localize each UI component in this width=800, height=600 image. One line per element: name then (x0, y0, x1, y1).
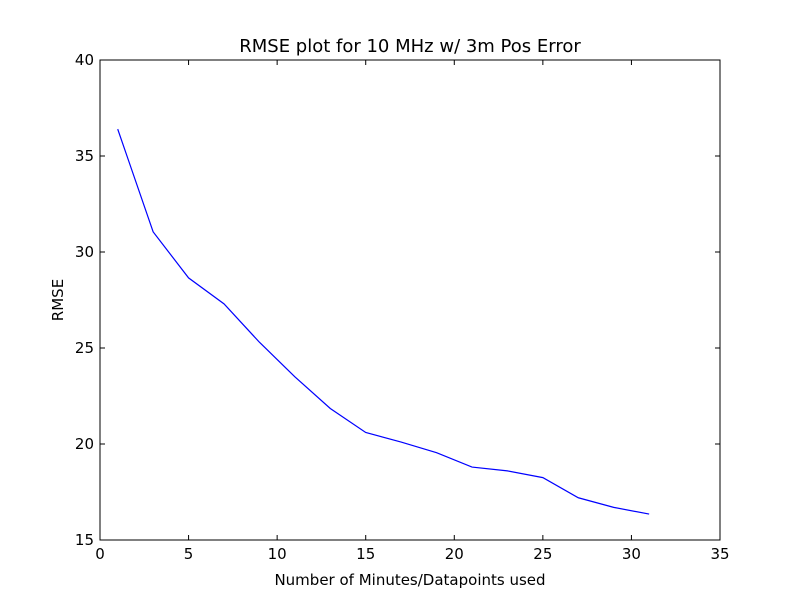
y-axis-title: RMSE (49, 279, 67, 321)
axis-tick-labels: 0 5 10 15 20 25 30 35 15 20 25 30 35 40 (75, 51, 730, 563)
y-tick-label: 40 (75, 51, 94, 69)
x-tick-label: 5 (184, 545, 194, 563)
x-tick-label: 30 (622, 545, 641, 563)
x-tick-label: 10 (268, 545, 287, 563)
y-tick-label: 20 (75, 435, 94, 453)
x-axis-title: Number of Minutes/Datapoints used (274, 571, 545, 589)
y-tick-label: 25 (75, 339, 94, 357)
x-tick-label: 25 (533, 545, 552, 563)
series-group (117, 128, 650, 515)
chart-title: RMSE plot for 10 MHz w/ 3m Pos Error (239, 36, 581, 57)
x-tick-label: 0 (95, 545, 105, 563)
rmse-series-line (117, 128, 650, 515)
y-tick-label: 15 (75, 531, 94, 549)
x-tick-label: 35 (710, 545, 729, 563)
plot-frame (99, 59, 721, 541)
x-tick-label: 15 (356, 545, 375, 563)
x-tick-label: 20 (445, 545, 464, 563)
y-tick-label: 30 (75, 243, 94, 261)
y-tick-label: 35 (75, 147, 94, 165)
axis-ticks (99, 59, 721, 541)
